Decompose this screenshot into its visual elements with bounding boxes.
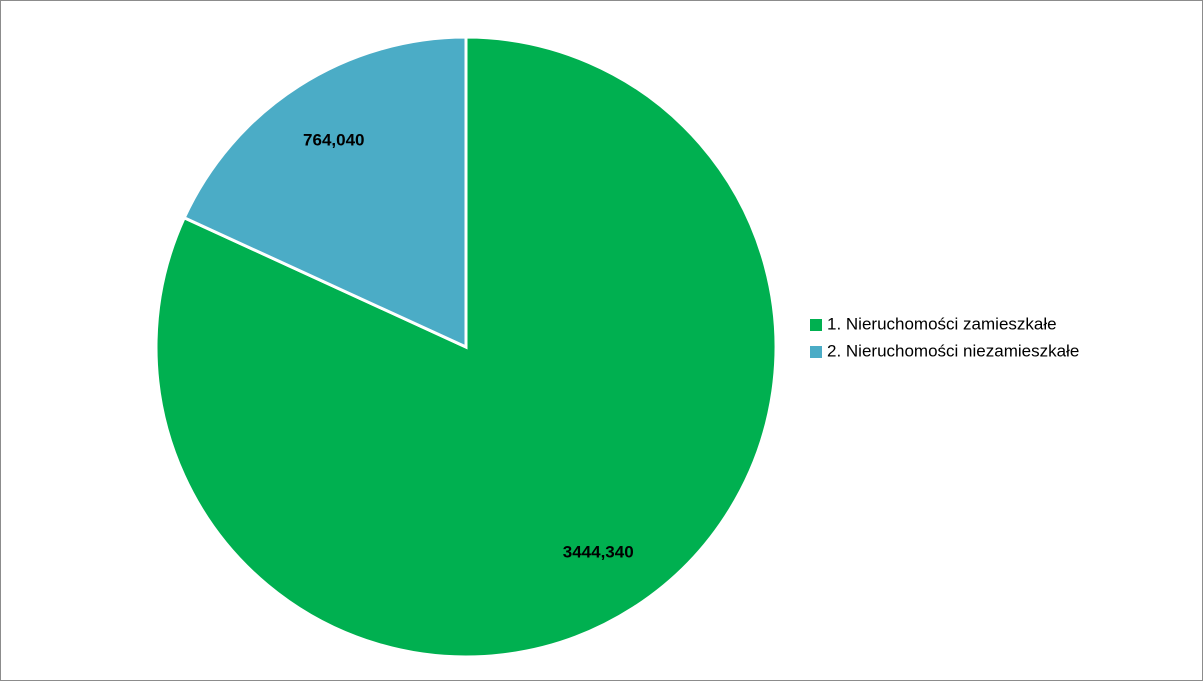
value-label: 3444,340 <box>563 543 634 562</box>
legend-label: 2. Nieruchomości niezamieszkałe <box>827 341 1079 360</box>
pie-slice <box>182 35 468 350</box>
pie-slice <box>154 35 778 659</box>
legend-swatch <box>810 346 822 358</box>
legend-label: 1. Nieruchomości zamieszkałe <box>827 314 1057 333</box>
value-label: 764,040 <box>303 130 364 149</box>
legend-swatch <box>810 319 822 331</box>
